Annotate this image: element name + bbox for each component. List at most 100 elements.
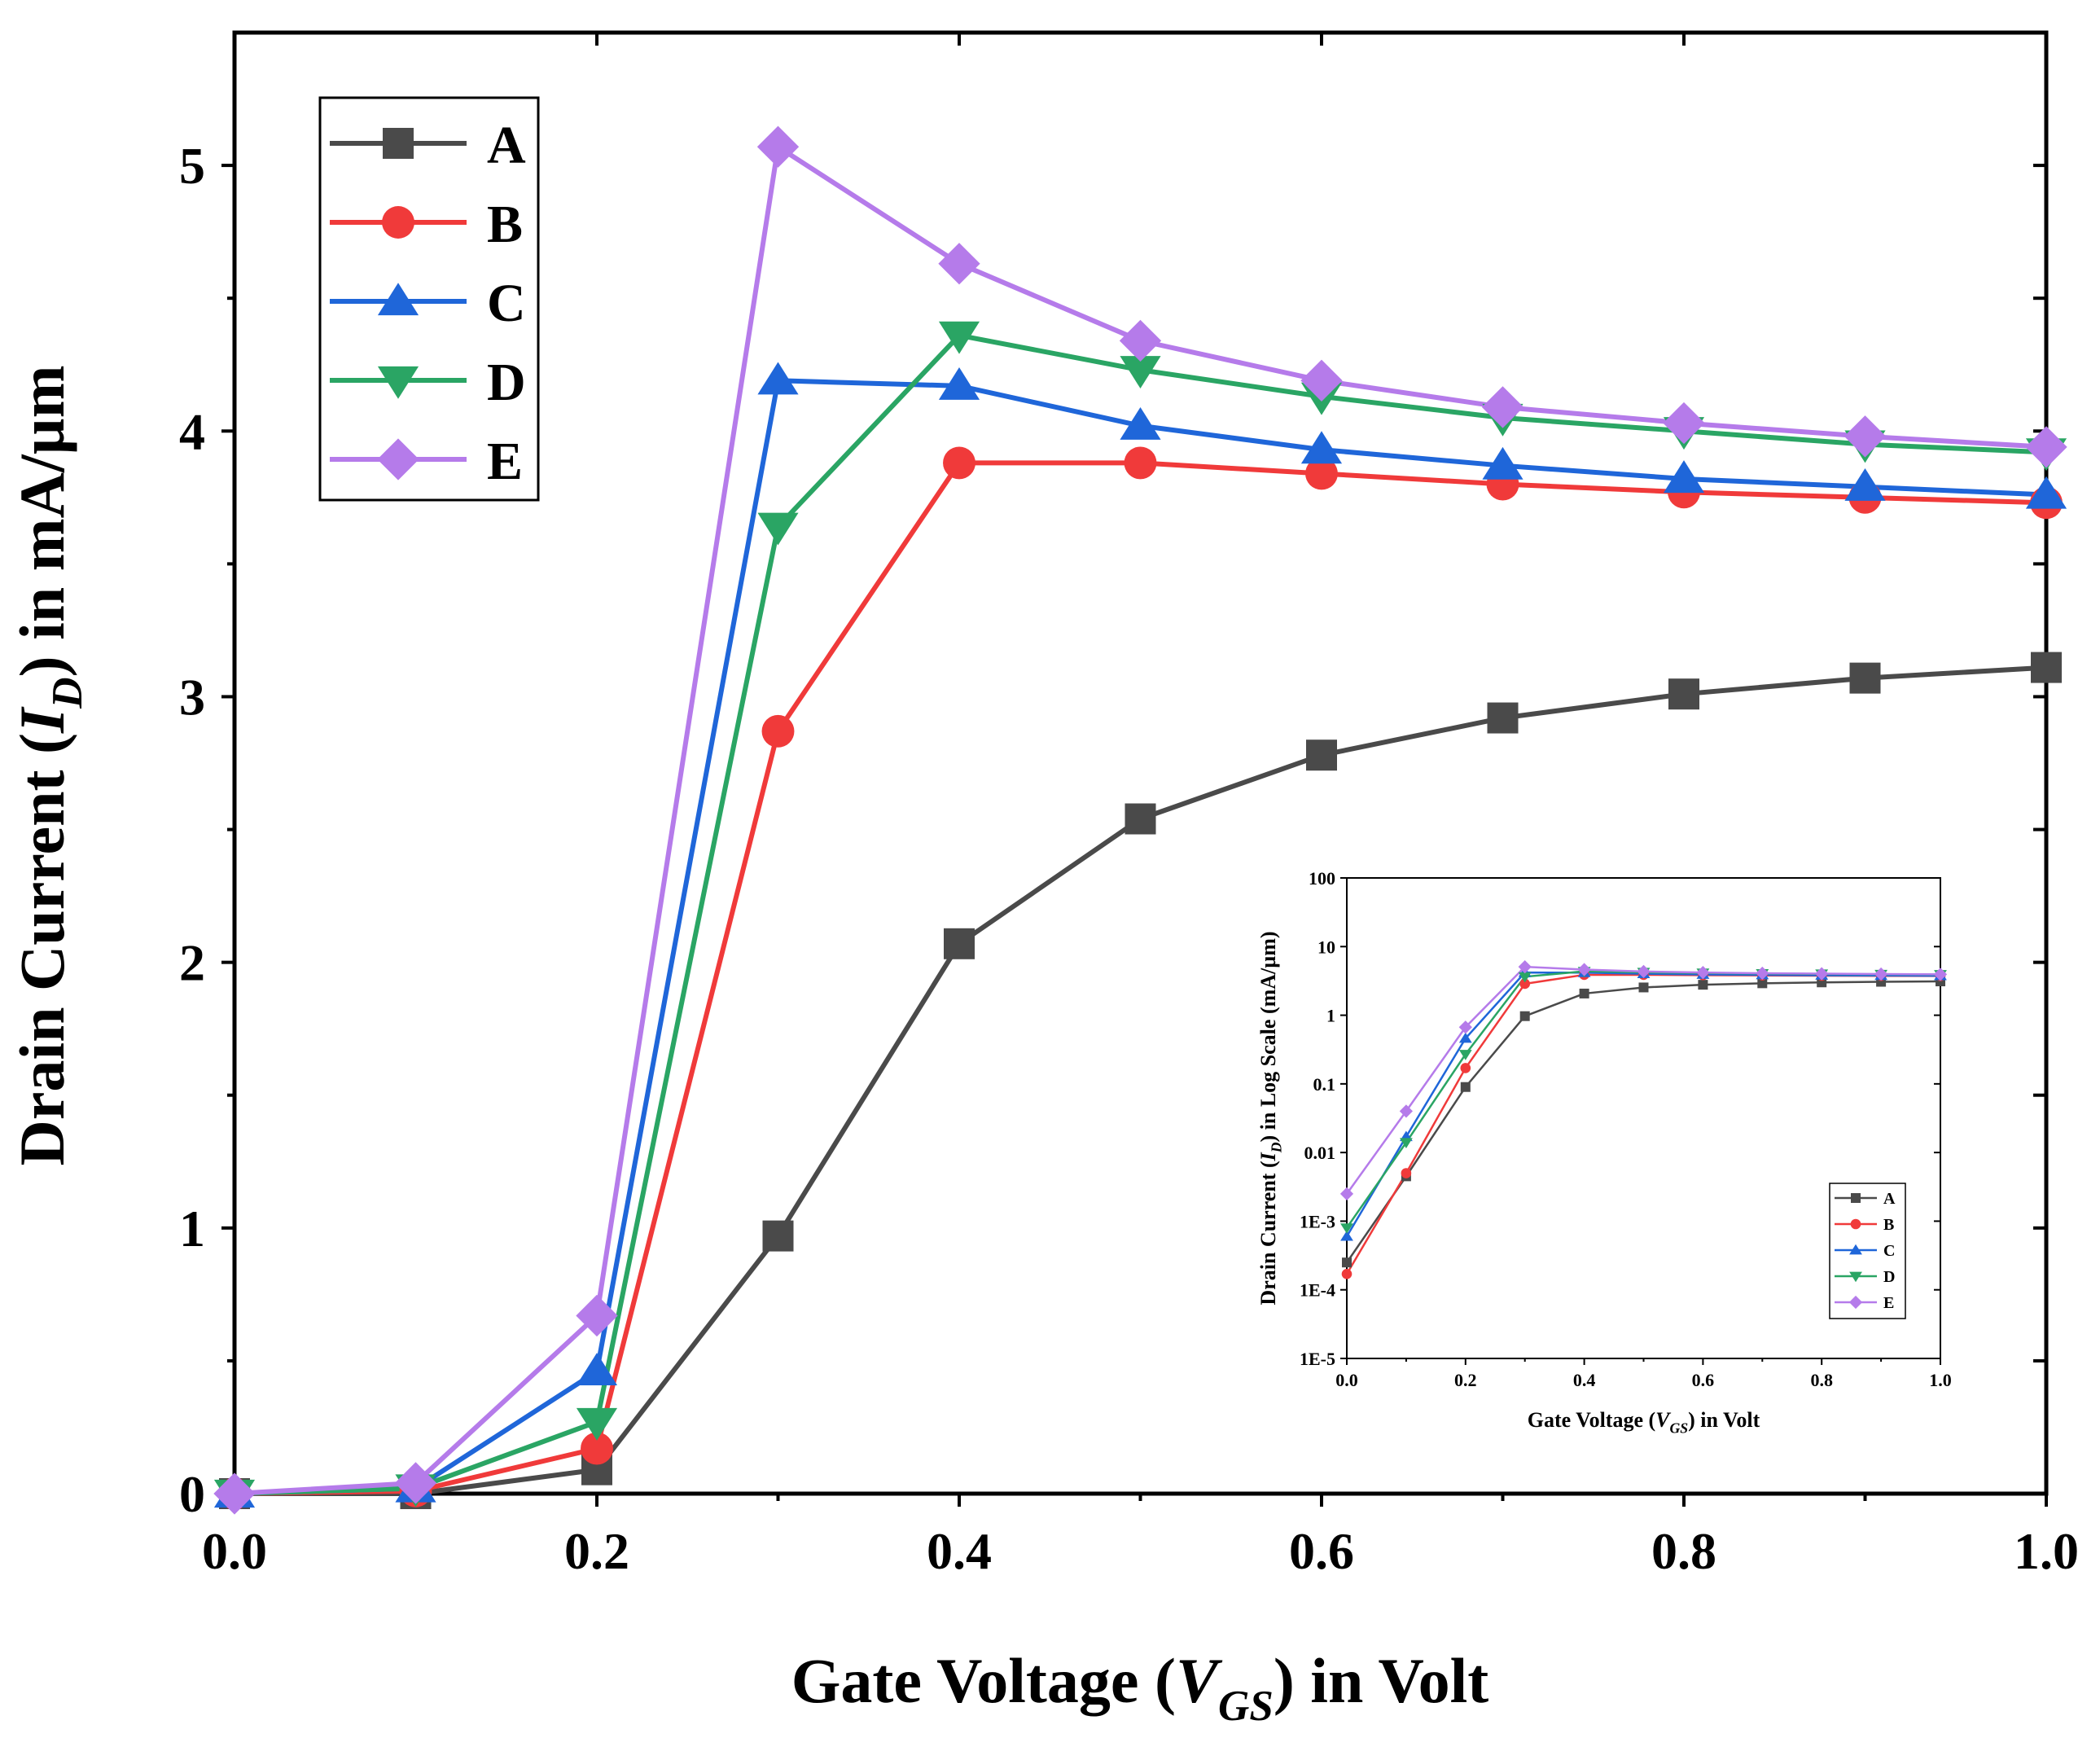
data-point-E <box>1119 319 1162 362</box>
data-point-E <box>1481 386 1524 428</box>
y-axis-title-part: Drain Current ( <box>7 733 77 1166</box>
data-point-E <box>394 1462 437 1504</box>
legend-marker-A <box>383 128 414 159</box>
inset-data-point-E <box>1399 1104 1413 1118</box>
data-point-C <box>757 362 799 395</box>
inset-x-tick-label: 0.2 <box>1454 1370 1477 1390</box>
inset-x-axis-title: Gate Voltage (VGS) in Volt <box>1528 1408 1760 1436</box>
legend-marker-D <box>377 366 419 399</box>
inset-legend-label-B: B <box>1883 1216 1894 1234</box>
legend-label-E: E <box>487 432 523 491</box>
data-point-A <box>1668 678 1699 710</box>
inset-data-point-B <box>1519 978 1530 990</box>
inset-data-point-E <box>1637 964 1651 978</box>
data-point-C <box>1844 467 1886 501</box>
data-point-E <box>2025 426 2067 468</box>
inset-y-tick-label: 1E-4 <box>1300 1280 1335 1301</box>
data-point-B <box>943 446 975 480</box>
inset-y-tick-label: 1 <box>1326 1006 1335 1026</box>
y-axis-title-symbol: I <box>7 706 77 734</box>
data-point-B <box>1124 446 1157 480</box>
data-point-E <box>1300 359 1343 402</box>
inset-data-point-A <box>1698 980 1708 990</box>
inset-plot: 0.0 0.2 0.4 0.6 0.8 1.0 1E-5 1E-4 1E-3 0.01 0.1 1 10… <box>1256 868 1952 1436</box>
inset-data-point-C <box>1340 1230 1353 1241</box>
x-axis-title: Gate Voltage (VGS) in Volt <box>791 1645 1489 1730</box>
inset-x-axis-title-part: ) in Volt <box>1688 1408 1760 1432</box>
y-axis-title-subscript: D <box>44 677 91 709</box>
inset-legend-label-C: C <box>1883 1242 1895 1260</box>
y-tick-label: 0 <box>179 1465 205 1523</box>
data-point-C <box>1300 431 1343 464</box>
inset-legend-label-A: A <box>1883 1190 1896 1208</box>
inset-y-axis-title-symbol: I <box>1256 1152 1280 1161</box>
x-tick-label: 0.2 <box>564 1522 629 1580</box>
inset-data-point-E <box>1518 960 1532 974</box>
inset-legend-marker-A <box>1851 1193 1861 1203</box>
inset-data-point-C <box>1458 1032 1472 1043</box>
x-tick-label: 1.0 <box>2014 1522 2079 1580</box>
data-point-E <box>213 1472 256 1515</box>
inset-data-point-A <box>1757 978 1768 989</box>
data-point-A <box>1849 662 1881 694</box>
x-tick-label: 0.6 <box>1289 1522 1354 1580</box>
inset-data-point-E <box>1458 1020 1472 1034</box>
data-point-C <box>1663 460 1705 494</box>
x-tick-label: 0.0 <box>202 1522 267 1580</box>
data-point-E <box>576 1294 618 1337</box>
y-tick-label: 5 <box>179 137 205 195</box>
inset-legend-label-E: E <box>1883 1294 1894 1312</box>
data-point-A <box>1125 803 1156 835</box>
y-axis-title-part: ) in mA/µm <box>7 365 77 677</box>
inset-legend-marker-B <box>1850 1218 1861 1230</box>
inset-y-axis-title: Drain Current (ID) in Log Scale (mA/µm) <box>1256 931 1284 1305</box>
inset-y-tick-label: 10 <box>1317 937 1335 957</box>
inset-x-tick-label: 0.4 <box>1573 1370 1596 1390</box>
legend-label-D: D <box>487 353 526 412</box>
inset-legend-label-D: D <box>1883 1268 1895 1286</box>
data-point-E <box>756 125 800 168</box>
inset-x-tick-label: 0.8 <box>1810 1370 1833 1390</box>
data-point-C <box>1482 446 1523 480</box>
inset-data-point-E <box>1339 1187 1354 1200</box>
inset-y-axis-title-subscript: D <box>1268 1142 1284 1153</box>
data-point-E <box>1663 402 1705 445</box>
inset-data-point-A <box>1519 1011 1530 1021</box>
y-tick-label: 4 <box>179 402 205 460</box>
inset-data-point-D <box>1340 1223 1353 1234</box>
legend-label-A: A <box>487 116 526 175</box>
data-point-B <box>761 714 795 748</box>
inset-y-tick-label: 0.1 <box>1313 1074 1336 1095</box>
data-point-D <box>757 512 799 546</box>
x-axis-title-part: ) in Volt <box>1274 1645 1488 1716</box>
inset-x-tick-label: 0.6 <box>1692 1370 1715 1390</box>
x-tick-label: 0.8 <box>1651 1522 1716 1580</box>
inset-y-axis-title-part: ) in Log Scale (mA/µm) <box>1256 931 1280 1142</box>
inset-data-point-A <box>1579 988 1589 998</box>
inset-x-tick-label: 1.0 <box>1929 1370 1952 1390</box>
inset-data-point-A <box>1638 982 1649 993</box>
data-point-B <box>581 1432 613 1465</box>
inset-y-tick-label: 1E-3 <box>1300 1211 1335 1231</box>
x-axis-title-part: Gate Voltage ( <box>791 1645 1176 1716</box>
inset-x-tick-label: 0.0 <box>1335 1370 1358 1390</box>
inset-y-axis-title-part: Drain Current ( <box>1256 1161 1280 1305</box>
inset-data-point-D <box>1458 1050 1472 1060</box>
legend-label-B: B <box>487 195 523 254</box>
legend-marker-E <box>377 438 419 481</box>
data-point-A <box>1306 739 1337 771</box>
inset-data-point-D <box>1518 972 1532 983</box>
x-tick-label: 0.4 <box>927 1522 992 1580</box>
data-point-B <box>1305 457 1338 490</box>
legend-label-C: C <box>487 274 526 333</box>
inset-legend-marker-C <box>1849 1244 1862 1255</box>
inset-legend-marker-D <box>1849 1271 1862 1283</box>
inset-legend-marker-E <box>1848 1295 1863 1310</box>
x-axis-title-symbol: V <box>1176 1645 1223 1716</box>
inset-data-point-A <box>1342 1257 1352 1268</box>
data-point-D <box>1120 356 1161 389</box>
data-point-D <box>576 1407 618 1441</box>
inset-data-point-A <box>1460 1082 1471 1092</box>
inset-y-tick-label: 0.01 <box>1304 1143 1336 1163</box>
